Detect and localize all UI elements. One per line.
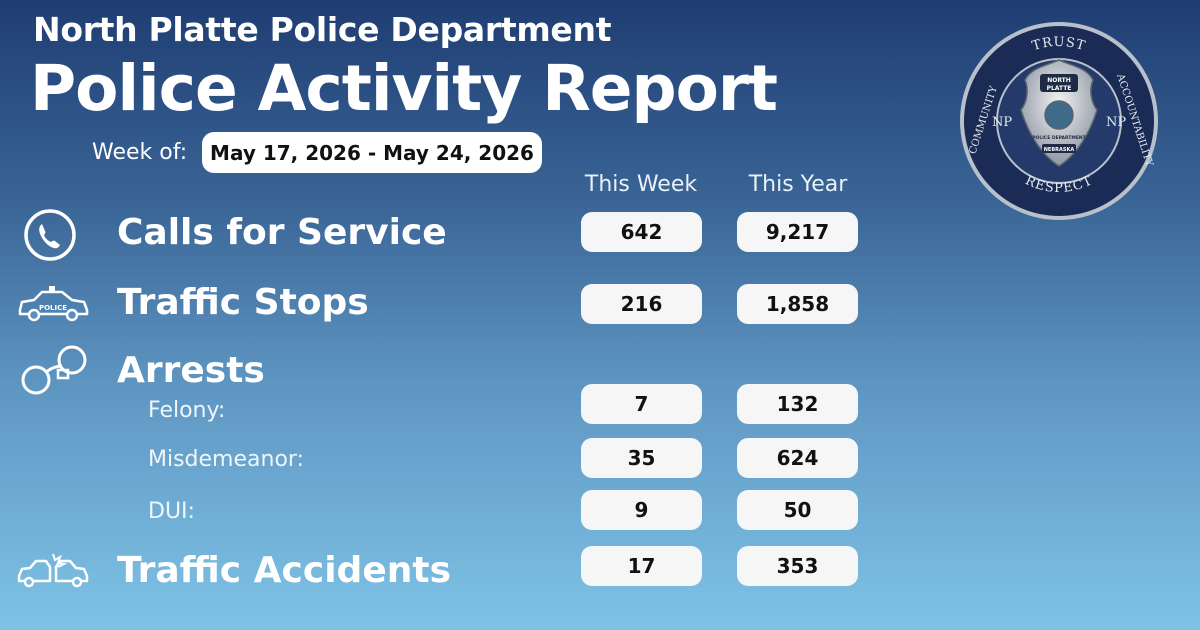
org-name: North Platte Police Department	[33, 10, 612, 49]
misdemeanor-this-week-value: 35	[581, 438, 702, 478]
misdemeanor-this-year-value: 624	[737, 438, 858, 478]
traffic-stops-this-week-value: 216	[581, 284, 702, 324]
accidents-this-year-value: 353	[737, 546, 858, 586]
column-header-this-week: This Week	[584, 172, 698, 197]
row-label-traffic-stops: Traffic Stops	[117, 282, 369, 323]
svg-text:RESPECT: RESPECT	[1023, 173, 1096, 196]
felony-this-year-value: 132	[737, 384, 858, 424]
arrests-misdemeanor-label: Misdemeanor:	[148, 447, 304, 472]
svg-text:POLICE DEPARTMENT: POLICE DEPARTMENT	[1032, 135, 1086, 141]
svg-text:NP: NP	[992, 115, 1012, 130]
phone-icon	[24, 209, 76, 261]
arrests-dui-label: DUI:	[148, 499, 195, 524]
row-label-traffic-accidents: Traffic Accidents	[117, 550, 452, 591]
accidents-this-week-value: 17	[581, 546, 702, 586]
svg-text:TRUST: TRUST	[1030, 35, 1087, 54]
row-label-arrests: Arrests	[117, 350, 265, 391]
row-label-calls-for-service: Calls for Service	[117, 212, 447, 253]
week-range: May 17, 2026 - May 24, 2026	[202, 132, 542, 173]
police-car-icon: POLICE	[18, 286, 89, 322]
arrests-felony-label: Felony:	[148, 398, 226, 423]
car-crash-icon	[17, 553, 89, 588]
svg-text:NEBRASKA: NEBRASKA	[1044, 147, 1075, 153]
calls-this-week-value: 642	[581, 212, 702, 252]
dui-this-week-value: 9	[581, 490, 702, 530]
page-title: Police Activity Report	[30, 52, 778, 125]
column-header-this-year: This Year	[748, 172, 848, 197]
svg-text:NP: NP	[1106, 115, 1126, 130]
calls-this-year-value: 9,217	[737, 212, 858, 252]
police-car-text: POLICE	[39, 304, 67, 312]
department-seal-logo: TRUST RESPECT ACCOUNTABILITY COMMUNITY N…	[960, 22, 1158, 220]
felony-this-week-value: 7	[581, 384, 702, 424]
svg-text:NORTH: NORTH	[1047, 77, 1071, 84]
svg-text:PLATTE: PLATTE	[1047, 85, 1072, 92]
traffic-stops-this-year-value: 1,858	[737, 284, 858, 324]
week-label: Week of:	[92, 140, 188, 165]
handcuffs-icon	[21, 345, 87, 395]
dui-this-year-value: 50	[737, 490, 858, 530]
